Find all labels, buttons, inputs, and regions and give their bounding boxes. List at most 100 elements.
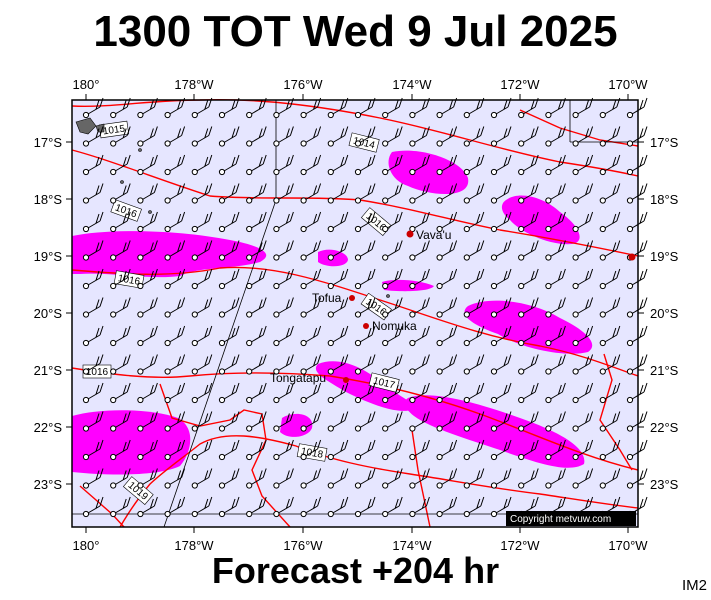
- wind-barb: [545, 126, 566, 147]
- wind-barb: [409, 183, 430, 204]
- track-line: [163, 199, 277, 528]
- wind-barb: [599, 97, 621, 119]
- wind-barb: [572, 325, 594, 347]
- wind-barb: [110, 211, 131, 233]
- places: Vava'u Tofua Nomuka Tongatapu: [270, 228, 636, 385]
- svg-text:1016: 1016: [86, 367, 109, 378]
- svg-text:1015: 1015: [102, 123, 126, 137]
- isobar-line: [71, 266, 639, 377]
- wind-barb: [164, 183, 186, 204]
- wind-barb: [137, 325, 158, 347]
- wind-barb: [300, 354, 322, 375]
- wind-barb: [463, 240, 485, 261]
- wind-barb: [110, 268, 131, 290]
- wind-barb: [110, 325, 131, 347]
- wind-barb: [218, 439, 240, 461]
- rain-area: [72, 410, 191, 475]
- island: [148, 210, 152, 214]
- wind-barb: [137, 439, 158, 461]
- wind-barb: [354, 183, 376, 204]
- wind-barb: [110, 411, 131, 432]
- wind-barb: [273, 382, 294, 404]
- lon-label-bottom: 172°W: [500, 538, 540, 553]
- wind-barb: [599, 154, 621, 176]
- rain-area: [382, 279, 434, 292]
- wind-barb: [164, 154, 186, 176]
- wind-barb: [110, 183, 131, 204]
- wind-barb: [191, 354, 213, 375]
- wind-barb: [191, 496, 213, 518]
- wind-barb: [545, 211, 566, 233]
- wind-barb: [273, 268, 294, 290]
- wind-barb: [409, 268, 430, 290]
- wind-barb: [246, 325, 267, 347]
- svg-text:1014: 1014: [352, 135, 377, 151]
- wind-barb: [164, 468, 186, 489]
- wind-barb: [110, 496, 131, 518]
- wind-barb: [82, 354, 104, 375]
- wind-barb: [436, 325, 458, 347]
- wind-barb: [354, 268, 376, 290]
- wind-barb: [82, 211, 104, 233]
- wind-barb: [463, 154, 485, 176]
- wind-barb: [82, 268, 104, 290]
- wind-barb: [409, 325, 430, 347]
- wind-barb: [218, 126, 240, 147]
- wind-barb: [164, 211, 186, 233]
- place-label-tongatapu: Tongatapu: [270, 371, 326, 385]
- wind-barb: [599, 126, 621, 147]
- isobar-line: [71, 367, 639, 471]
- wind-barb: [463, 97, 485, 119]
- island: [386, 294, 390, 298]
- wind-barb: [246, 411, 267, 432]
- wind-barb: [518, 126, 539, 147]
- wind-barb: [273, 411, 294, 432]
- wind-barb: [354, 211, 376, 233]
- wind-barb: [273, 354, 294, 375]
- wind-barb: [82, 439, 104, 461]
- wind-barb: [572, 439, 594, 461]
- wind-barb: [354, 354, 376, 375]
- wind-barb: [246, 439, 267, 461]
- wind-barb: [382, 325, 403, 347]
- place-marker-vavau: [406, 230, 414, 238]
- lat-label-left: 23°S: [34, 477, 63, 492]
- wind-barb: [545, 268, 566, 290]
- wind-barb: [327, 382, 349, 404]
- isobar-labels: 1015 1014 1016 1016 1016 1016 1016 1017: [82, 120, 400, 506]
- wind-barb: [137, 211, 158, 233]
- wind-barb: [273, 297, 294, 318]
- wind-barb: [218, 468, 240, 489]
- wind-barb: [110, 126, 131, 147]
- wind-barb: [164, 240, 186, 261]
- wind-barb: [273, 496, 294, 518]
- wind-barb: [354, 126, 376, 147]
- wind-barb: [137, 354, 158, 375]
- wind-barb: [273, 240, 294, 261]
- wind-barb: [218, 268, 240, 290]
- wind-barb: [572, 268, 594, 290]
- wind-barb: [409, 496, 430, 518]
- wind-barb: [273, 183, 294, 204]
- wind-barb: [273, 439, 294, 461]
- isobar-line: [411, 429, 431, 528]
- island: [120, 180, 124, 184]
- isobar-line: [599, 353, 633, 471]
- wind-barb: [300, 496, 322, 518]
- wind-barb: [572, 154, 594, 176]
- wind-barb: [436, 268, 458, 290]
- wind-barb: [599, 183, 621, 204]
- wind-barb: [137, 382, 158, 404]
- wind-barb: [300, 268, 322, 290]
- wind-barb: [436, 439, 458, 461]
- wind-barb: [82, 126, 104, 147]
- wind-barb: [82, 325, 104, 347]
- wind-barb: [82, 468, 104, 489]
- wind-barb: [300, 411, 322, 432]
- wind-barb: [137, 183, 158, 204]
- wind-barb: [518, 325, 539, 347]
- wind-barb: [354, 411, 376, 432]
- wind-barb: [382, 154, 403, 176]
- wind-barb: [354, 496, 376, 518]
- wind-barb: [191, 240, 213, 261]
